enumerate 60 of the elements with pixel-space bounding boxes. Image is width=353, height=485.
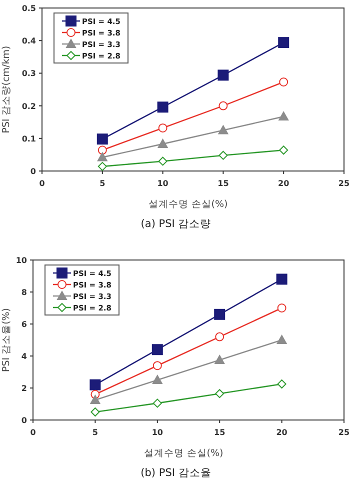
y-tick-label: 6 (21, 320, 28, 329)
y-tick-label: 0.5 (22, 4, 36, 13)
x-tick-label: 0 (39, 179, 46, 188)
point (152, 398, 162, 408)
point (98, 146, 107, 155)
point (96, 134, 108, 145)
y-tick-label: 0.4 (22, 36, 36, 46)
point (157, 102, 168, 113)
y-axis-title: PSI 감소율(%) (1, 308, 12, 372)
y-tick-label: 0 (30, 167, 36, 176)
point (214, 308, 226, 320)
point (278, 112, 289, 121)
point (97, 152, 108, 162)
point (152, 344, 163, 356)
point (98, 162, 107, 171)
y-tick-label: 0.3 (22, 69, 36, 78)
y-tick-label: 0.1 (22, 134, 36, 144)
point (214, 355, 225, 364)
x-tick-label: 5 (100, 179, 106, 188)
x-tick-label: 10 (157, 179, 169, 188)
point (279, 146, 288, 155)
point (158, 156, 168, 166)
point (215, 332, 224, 342)
point (277, 304, 286, 312)
point (218, 101, 228, 110)
point (158, 123, 168, 132)
point (218, 125, 228, 134)
point (276, 274, 288, 285)
y-tick-label: 4 (21, 352, 28, 361)
x-tick-label: 15 (214, 428, 226, 437)
point (215, 389, 224, 398)
point (279, 78, 288, 86)
point (152, 375, 162, 384)
x-axis-title: 설계수명 손실(%) (144, 448, 224, 459)
x-tick-label: 5 (92, 428, 98, 437)
x-tick-label: 10 (152, 428, 164, 437)
y-tick-label: 2 (21, 384, 27, 393)
y-tick-label: 0 (21, 416, 28, 425)
y-tick-label: 8 (21, 288, 28, 297)
point (90, 379, 101, 390)
point (277, 380, 286, 388)
x-axis-title: 설계수명 손실(%) (148, 199, 228, 210)
text: (a) PSI 감소량 (140, 218, 212, 230)
y-tick-label: 0.2 (22, 102, 36, 111)
x-tick-label: 15 (218, 179, 230, 188)
x-tick-label: 20 (276, 428, 288, 437)
point (90, 395, 100, 404)
point (278, 37, 290, 48)
point (90, 408, 100, 416)
x-tick-label: 25 (338, 428, 350, 437)
point (218, 150, 228, 160)
point (218, 70, 229, 81)
point (158, 138, 168, 148)
x-tick-label: 20 (278, 179, 290, 188)
point (152, 361, 162, 370)
y-axis-title: PSI 감소량(cm/km) (1, 46, 12, 134)
x-tick-label: 25 (338, 179, 350, 188)
point (276, 335, 287, 344)
y-tick-label: 10 (16, 256, 28, 265)
text: (b) PSI 감소율 (140, 467, 212, 479)
